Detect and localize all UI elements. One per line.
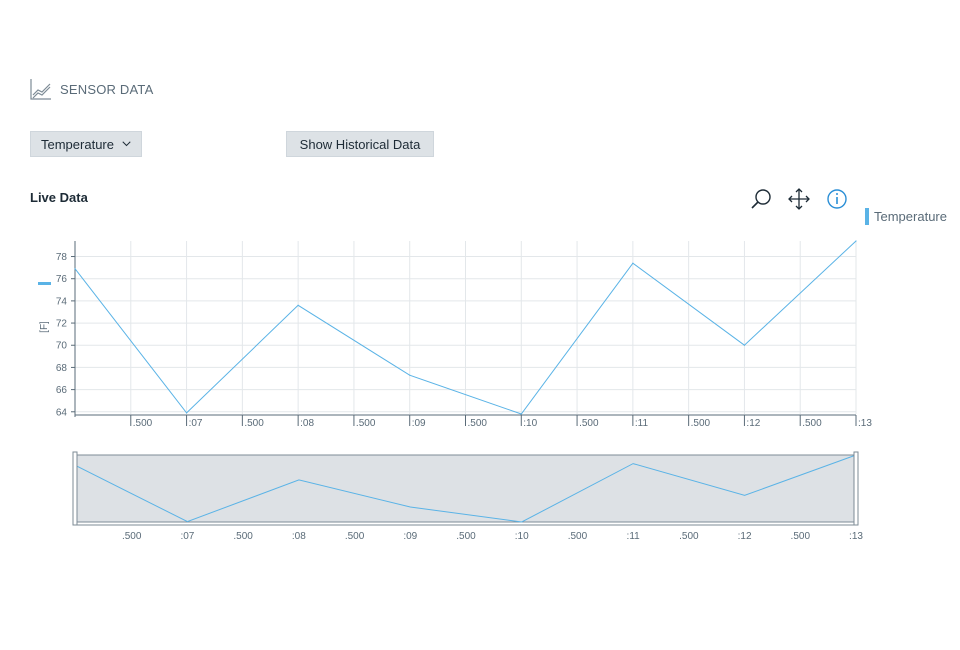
navigator-tick-label: .500 xyxy=(679,531,699,542)
y-tick-label: 64 xyxy=(56,407,68,418)
navigator-tick-label: .500 xyxy=(233,531,253,542)
x-tick-label: .500 xyxy=(244,418,264,429)
header: SENSOR DATA xyxy=(30,78,153,100)
navigator-tick-label: :12 xyxy=(738,531,752,542)
x-tick-label: .500 xyxy=(802,418,822,429)
show-historical-button[interactable]: Show Historical Data xyxy=(286,131,434,157)
series-line-temperature xyxy=(74,240,857,415)
y-tick-label: 76 xyxy=(56,274,68,285)
navigator-tick-label: :08 xyxy=(292,531,306,542)
data-point xyxy=(297,304,299,306)
pan-icon[interactable] xyxy=(787,187,811,211)
y-tick-label: 78 xyxy=(56,252,68,263)
legend-swatch xyxy=(865,208,869,225)
y-tick-label: 70 xyxy=(56,341,68,352)
navigator-tick-label: .500 xyxy=(791,531,811,542)
navigator-tick-label: .500 xyxy=(345,531,365,542)
x-tick-label: .500 xyxy=(356,418,376,429)
navigator-tick-label: .500 xyxy=(122,531,142,542)
x-tick-label: .500 xyxy=(468,418,488,429)
live-data-title: Live Data xyxy=(30,190,88,205)
x-tick-label: .500 xyxy=(691,418,711,429)
navigator-handle-right[interactable] xyxy=(853,451,859,526)
navigator-tick-label: .500 xyxy=(456,531,476,542)
navigator-tick-label: :11 xyxy=(627,531,641,542)
y-axis-label: [F] xyxy=(39,321,50,333)
x-tick-label: :12 xyxy=(746,418,760,429)
legend-label: Temperature xyxy=(874,209,947,224)
data-point xyxy=(855,240,857,242)
show-historical-label: Show Historical Data xyxy=(299,136,421,152)
legend[interactable]: Temperature xyxy=(865,208,947,225)
y-tick-label: 74 xyxy=(56,296,68,307)
navigator-handle-left[interactable] xyxy=(72,451,78,526)
chart-line-icon xyxy=(30,79,51,100)
data-point xyxy=(185,412,188,414)
data-point xyxy=(743,344,746,346)
zoom-icon[interactable] xyxy=(749,187,773,211)
data-point xyxy=(632,262,634,264)
x-tick-label: :09 xyxy=(412,418,426,429)
navigator-tick-label: .500 xyxy=(568,531,588,542)
page-title: SENSOR DATA xyxy=(60,81,154,97)
navigator-series-line xyxy=(75,454,857,523)
sensor-select-label: Temperature xyxy=(41,136,114,152)
y-tick-label: 72 xyxy=(56,319,68,330)
y-tick-label: 66 xyxy=(56,385,68,396)
x-tick-label: :10 xyxy=(523,418,537,429)
x-tick-label: :13 xyxy=(858,418,872,429)
chevron-down-icon xyxy=(122,141,131,147)
sensor-select[interactable]: Temperature xyxy=(30,131,142,157)
navigator-tick-label: :10 xyxy=(515,531,529,542)
y-tick-label: 68 xyxy=(56,363,68,374)
info-icon[interactable] xyxy=(825,187,849,211)
data-point xyxy=(520,413,522,415)
navigator-tick-label: :07 xyxy=(180,531,194,542)
x-tick-label: :08 xyxy=(300,418,314,429)
range-navigator: .500 :07 .500 :08 .500 :09 .500 :10 .500 :11 .500:… xyxy=(72,451,863,542)
x-tick-label: :11 xyxy=(635,418,649,429)
x-tick-label: :07 xyxy=(189,418,203,429)
data-point xyxy=(74,268,76,270)
x-tick-label: .500 xyxy=(133,418,153,429)
chart-grid xyxy=(75,241,857,414)
data-point xyxy=(409,374,411,376)
navigator-window xyxy=(73,454,857,523)
navigator-tick-label: :09 xyxy=(403,531,417,542)
y-axis-series-marker xyxy=(38,282,51,285)
chart-toolbar xyxy=(749,187,849,211)
x-tick-label: .500 xyxy=(579,418,599,429)
navigator-tick-label: :13 xyxy=(849,531,863,542)
